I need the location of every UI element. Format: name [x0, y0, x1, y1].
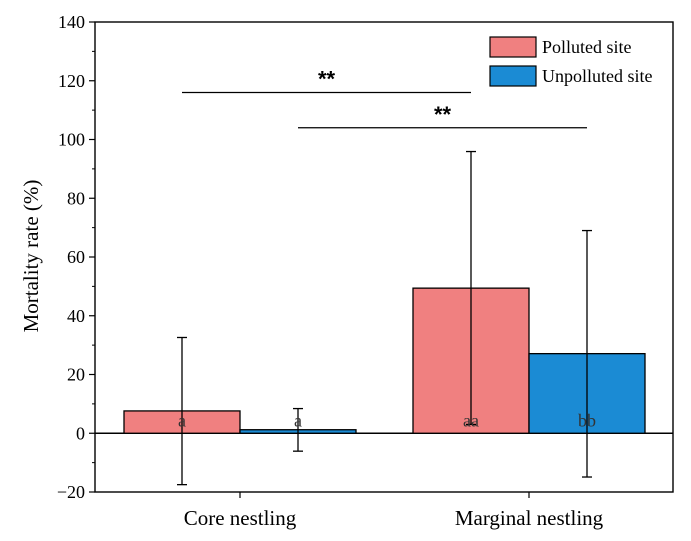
legend: Polluted site Unpolluted site	[489, 36, 653, 87]
legend-label: Unpolluted site	[542, 66, 653, 86]
labels-layer: −20 0 20 40 60 80 100 120 140 Core nestling Margin…	[57, 12, 604, 530]
x-category-label: Core nestling	[184, 506, 297, 530]
bar-letter-label: aa	[463, 410, 479, 430]
y-tick-label: 120	[58, 71, 85, 91]
y-tick-label: 100	[58, 130, 85, 150]
legend-swatch	[489, 36, 537, 58]
bar-letter-label: bb	[578, 410, 596, 430]
bar-letter-label: a	[178, 410, 186, 430]
y-tick-label: 60	[67, 247, 85, 267]
y-tick-label: 140	[58, 12, 85, 32]
y-tick-label: 80	[67, 188, 85, 208]
y-tick-label: 0	[76, 423, 85, 443]
legend-label: Polluted site	[542, 37, 632, 57]
bars-layer	[123, 91, 646, 486]
significance-label: **	[434, 102, 452, 127]
significance-label: **	[318, 67, 336, 92]
y-tick-label: −20	[57, 482, 85, 502]
legend-swatch	[489, 65, 537, 87]
bar-letter-label: a	[294, 410, 302, 430]
y-tick-label: 20	[67, 365, 85, 385]
y-axis-title: Mortality rate (%)	[19, 180, 43, 333]
y-tick-label: 40	[67, 306, 85, 326]
x-category-label: Marginal nestling	[455, 506, 604, 530]
